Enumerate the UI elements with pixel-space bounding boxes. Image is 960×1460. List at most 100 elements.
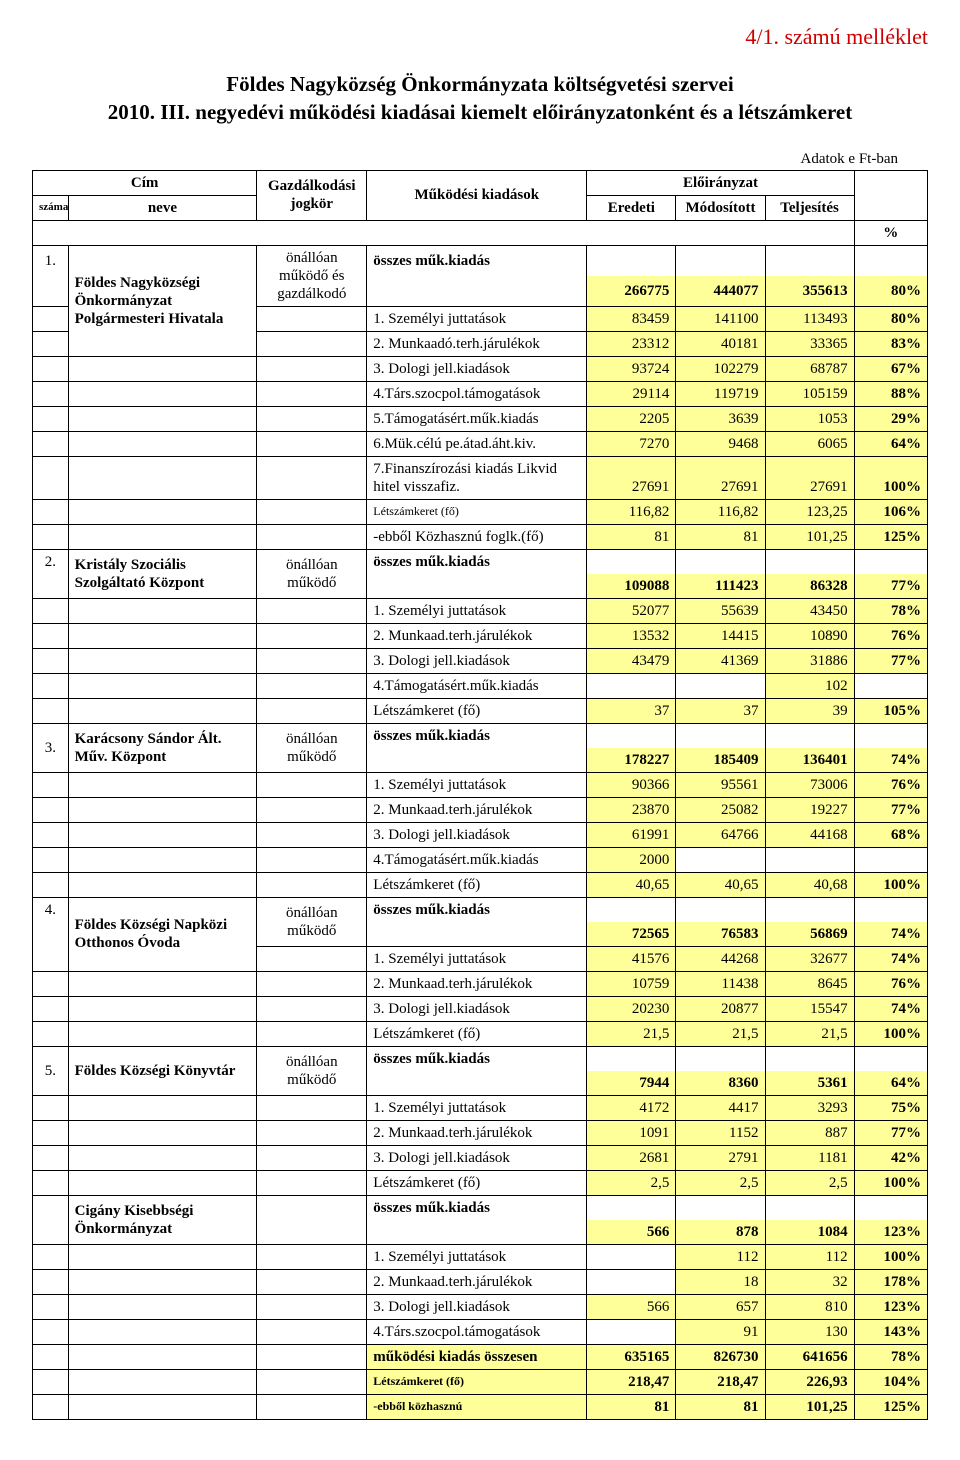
val: 32677 <box>765 946 854 971</box>
row-label: -ebből Közhasznú foglk.(fő) <box>367 524 587 549</box>
table-row: 2. Munkaad.terh.járulékok 10759 11438 86… <box>33 971 928 996</box>
row-label: 4.Támogatásért.műk.kiadás <box>367 673 587 698</box>
unit-note: Adatok e Ft-ban <box>32 151 928 168</box>
table-row-total: működési kiadás összesen 635165 826730 6… <box>33 1344 928 1369</box>
val: 112 <box>676 1244 765 1269</box>
section-number: 4. <box>33 897 69 922</box>
row-label: 1. Személyi juttatások <box>367 772 587 797</box>
row-label: Létszámkeret (fő) <box>367 499 587 524</box>
val: 2791 <box>676 1145 765 1170</box>
col-eloiranyzat: Előirányzat <box>587 170 854 195</box>
val: 444077 <box>676 276 765 307</box>
val: 21,5 <box>676 1021 765 1046</box>
val: 2000 <box>587 847 676 872</box>
val: 185409 <box>676 748 765 773</box>
val: 83459 <box>587 306 676 331</box>
section-number: 2. <box>33 549 69 574</box>
row-label: 1. Személyi juttatások <box>367 946 587 971</box>
val: 18 <box>676 1269 765 1294</box>
table-row: 1. Személyi juttatások 90366 95561 73006… <box>33 772 928 797</box>
val: 8360 <box>676 1071 765 1096</box>
val: 29% <box>854 406 927 431</box>
col-blank <box>854 170 927 220</box>
val: 1053 <box>765 406 854 431</box>
val: 56869 <box>765 922 854 947</box>
val: 27691 <box>676 456 765 499</box>
section-number: 5. <box>33 1046 69 1095</box>
col-neve: neve <box>68 195 257 220</box>
row-label: 2. Munkaad.terh.járulékok <box>367 1120 587 1145</box>
col-mukodes: Működési kiadások <box>367 170 587 220</box>
table-row: 5. Földes Községi Könyvtár önállóan műkö… <box>33 1046 928 1071</box>
org-name: Földes Községi Napközi Otthonos Óvoda <box>68 897 257 971</box>
row-label: 3. Dologi jell.kiadások <box>367 1145 587 1170</box>
val: 31886 <box>765 648 854 673</box>
val: 76583 <box>676 922 765 947</box>
row-label: összes műk.kiadás <box>367 723 587 748</box>
val: 43450 <box>765 598 854 623</box>
row-label: 4.Támogatásért.műk.kiadás <box>367 847 587 872</box>
val: 77% <box>854 1120 927 1145</box>
row-label: 5.Támogatásért.műk.kiadás <box>367 406 587 431</box>
table-row: Létszámkeret (fő) 116,82 116,82 123,25 1… <box>33 499 928 524</box>
val: 68% <box>854 822 927 847</box>
table-row: 7.Finanszírozási kiadás Likvid hitel vis… <box>33 456 928 499</box>
table-row: Létszámkeret (fő) 2,5 2,5 2,5 100% <box>33 1170 928 1195</box>
val: 2,5 <box>765 1170 854 1195</box>
val: 111423 <box>676 574 765 599</box>
table-row: 3. Dologi jell.kiadások 43479 41369 3188… <box>33 648 928 673</box>
table-row: 4.Társ.szocpol.támogatások 91 130 143% <box>33 1319 928 1344</box>
row-label: Létszámkeret (fő) <box>367 1369 587 1394</box>
val: 73006 <box>765 772 854 797</box>
val: 40181 <box>676 331 765 356</box>
table-row: 2. Munkaad.terh.járulékok 13532 14415 10… <box>33 623 928 648</box>
val: 19227 <box>765 797 854 822</box>
table-row: Létszámkeret (fő) 40,65 40,65 40,68 100% <box>33 872 928 897</box>
val: 104% <box>854 1369 927 1394</box>
table-row: 2. Munkaad.terh.járulékok 1091 1152 887 … <box>33 1120 928 1145</box>
val: 7944 <box>587 1071 676 1096</box>
val: 106% <box>854 499 927 524</box>
row-label: 6.Mük.célú pe.átad.áht.kiv. <box>367 431 587 456</box>
val: 20877 <box>676 996 765 1021</box>
val: 178% <box>854 1269 927 1294</box>
val: 21,5 <box>765 1021 854 1046</box>
val: 27691 <box>765 456 854 499</box>
val <box>587 1269 676 1294</box>
row-label: 2. Munkaad.terh.járulékok <box>367 1269 587 1294</box>
val: 40,65 <box>587 872 676 897</box>
val: 2,5 <box>587 1170 676 1195</box>
row-label: összes műk.kiadás <box>367 1046 587 1071</box>
table-row: 3. Dologi jell.kiadások 2681 2791 1181 4… <box>33 1145 928 1170</box>
val: 41369 <box>676 648 765 673</box>
val: 44168 <box>765 822 854 847</box>
val: 74% <box>854 748 927 773</box>
val <box>765 847 854 872</box>
val: 2,5 <box>676 1170 765 1195</box>
col-szama: száma <box>33 195 69 220</box>
val: 27691 <box>587 456 676 499</box>
table-row: 1. Személyi juttatások 52077 55639 43450… <box>33 598 928 623</box>
val: 40,68 <box>765 872 854 897</box>
val: 37 <box>587 698 676 723</box>
table-row-total: -ebből közhasznú 81 81 101,25 125% <box>33 1394 928 1419</box>
val <box>676 847 765 872</box>
table-row: 5.Támogatásért.műk.kiadás 2205 3639 1053… <box>33 406 928 431</box>
jogkor-cell: önállóan működő és gazdálkodó <box>257 245 367 306</box>
val: 67% <box>854 356 927 381</box>
val: 100% <box>854 1244 927 1269</box>
table-row: 4.Támogatásért.műk.kiadás 2000 <box>33 847 928 872</box>
val: 76% <box>854 623 927 648</box>
val: 10890 <box>765 623 854 648</box>
val: 81 <box>587 524 676 549</box>
val: 33365 <box>765 331 854 356</box>
table-row: 3. Dologi jell.kiadások 566 657 810 123% <box>33 1294 928 1319</box>
jogkor-cell: önállóan működő <box>257 1046 367 1095</box>
val: 641656 <box>765 1344 854 1369</box>
table-row: 2. Munkaad.terh.járulékok 18 32 178% <box>33 1269 928 1294</box>
val <box>676 673 765 698</box>
val: 635165 <box>587 1344 676 1369</box>
val: 810 <box>765 1294 854 1319</box>
section-number: 1. <box>33 245 69 276</box>
row-label: 1. Személyi juttatások <box>367 1244 587 1269</box>
